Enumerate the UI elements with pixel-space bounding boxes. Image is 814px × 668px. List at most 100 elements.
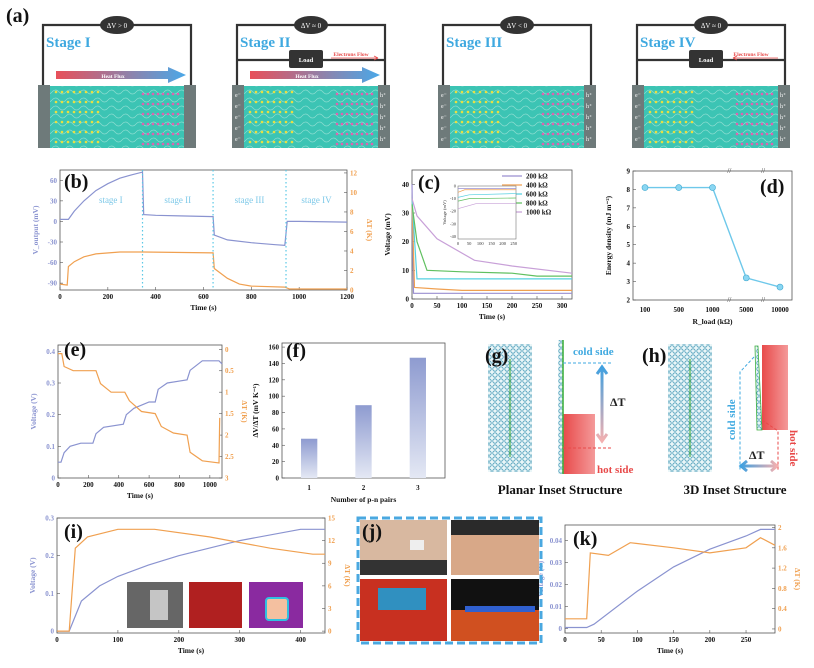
cation-dot — [690, 100, 694, 104]
anion-dot — [146, 142, 150, 146]
anion-dot — [360, 142, 364, 146]
anion-dot — [546, 112, 550, 116]
cation-dot — [78, 120, 82, 124]
cation-dot — [90, 90, 94, 94]
anion-dot — [750, 112, 754, 116]
panel-label: (f) — [286, 340, 306, 362]
cation-dot — [654, 140, 658, 144]
plot-frame — [632, 170, 793, 301]
cation-dot — [260, 120, 264, 124]
anion-dot — [566, 122, 570, 126]
y-tick-label: 0.2 — [45, 552, 54, 560]
cation-dot — [484, 130, 488, 134]
anion-dot — [571, 142, 575, 146]
y-tick-label: -90 — [48, 280, 58, 288]
anion-dot — [171, 122, 175, 126]
cation-dot — [466, 120, 470, 124]
electron-charge: e⁻ — [635, 137, 641, 143]
cation-dot — [454, 120, 458, 124]
y2-tick-label: 0 — [328, 628, 332, 636]
cation-dot — [72, 110, 76, 114]
anion-dot — [755, 92, 759, 96]
textile-edge — [558, 340, 563, 474]
anion-dot — [350, 132, 354, 136]
y-tick-label: 10 — [402, 267, 410, 275]
cation-dot — [466, 130, 470, 134]
cation-dot — [272, 90, 276, 94]
cation-dot — [684, 100, 688, 104]
cation-dot — [248, 130, 252, 134]
anion-dot — [141, 102, 145, 106]
anion-dot — [551, 92, 555, 96]
wrist-photo-bg — [360, 560, 447, 575]
fiber-film — [50, 86, 184, 148]
stage-label: stage II — [164, 195, 191, 205]
y2-tick-label: 0.8 — [778, 585, 787, 593]
anion-dot — [740, 92, 744, 96]
x-tick-label: 1000 — [203, 481, 218, 489]
x-tick-label: 150 — [482, 302, 493, 310]
anion-dot — [166, 102, 170, 106]
heat-flux-label: Heat Flux — [295, 74, 319, 80]
x-axis-label: Time (s) — [127, 491, 154, 500]
anion-dot — [576, 122, 580, 126]
y-tick-label: 0.3 — [46, 380, 55, 388]
electron-charge: e⁻ — [441, 115, 447, 121]
y-tick-label: 0 — [559, 625, 563, 633]
hole-charge: h⁺ — [780, 92, 786, 99]
anion-dot — [146, 112, 150, 116]
anion-dot — [566, 112, 570, 116]
anion-dot — [335, 112, 339, 116]
cation-dot — [54, 90, 58, 94]
cation-dot — [248, 140, 252, 144]
anion-dot — [171, 112, 175, 116]
y2-tick-label: 6 — [350, 228, 354, 236]
fiber-film — [244, 86, 378, 148]
left-electrode — [232, 85, 244, 148]
inset-x-tick-label: 0 — [457, 241, 460, 246]
y2-tick-label: 0 — [225, 346, 229, 354]
x-axis-label: Time (s) — [178, 646, 205, 655]
y-tick-label: 60 — [272, 425, 280, 433]
cation-dot — [66, 110, 70, 114]
chart-f: 0 20 40 60 80 100 120 140 160 1 2 3 Number of p-n pa… — [251, 342, 446, 504]
cation-dot — [272, 140, 276, 144]
cation-dot — [84, 130, 88, 134]
cation-dot — [660, 140, 664, 144]
anion-dot — [576, 112, 580, 116]
anion-dot — [551, 112, 555, 116]
data-point — [709, 184, 716, 191]
y-tick-label: -60 — [48, 259, 58, 267]
anion-dot — [171, 102, 175, 106]
y2-tick-label: 2 — [225, 432, 229, 440]
electron-charge: e⁻ — [235, 93, 241, 99]
stage-title: Stage I — [46, 35, 91, 51]
anion-dot — [166, 122, 170, 126]
plot-frame — [57, 344, 223, 479]
y2-tick-label: 9 — [328, 560, 332, 568]
y2-tick-label: 0 — [350, 287, 354, 295]
cation-dot — [290, 130, 294, 134]
anion-dot — [546, 122, 550, 126]
anion-dot — [161, 142, 165, 146]
inset-y-tick-label: -40 — [450, 234, 457, 239]
heat-flux-arrow — [56, 67, 186, 83]
axis-break-mark: // — [761, 167, 765, 175]
bar-3 — [409, 357, 426, 478]
anion-dot — [561, 112, 565, 116]
stage-diagram: ΔV > 0 Stage I Heat Flux — [38, 16, 196, 148]
x-tick-label: 100 — [632, 636, 643, 644]
anion-dot — [735, 122, 739, 126]
y-tick-label: 0 — [54, 218, 58, 226]
anion-dot — [745, 132, 749, 136]
anion-dot — [141, 132, 145, 136]
anion-dot — [566, 132, 570, 136]
anion-dot — [340, 122, 344, 126]
anion-dot — [370, 102, 374, 106]
anion-dot — [541, 112, 545, 116]
electron-charge: e⁻ — [441, 126, 447, 132]
y-tick-label: 0.03 — [550, 559, 563, 567]
cation-dot — [66, 130, 70, 134]
hot-spot — [265, 597, 289, 621]
inset-x-tick-label: 50 — [467, 241, 472, 246]
